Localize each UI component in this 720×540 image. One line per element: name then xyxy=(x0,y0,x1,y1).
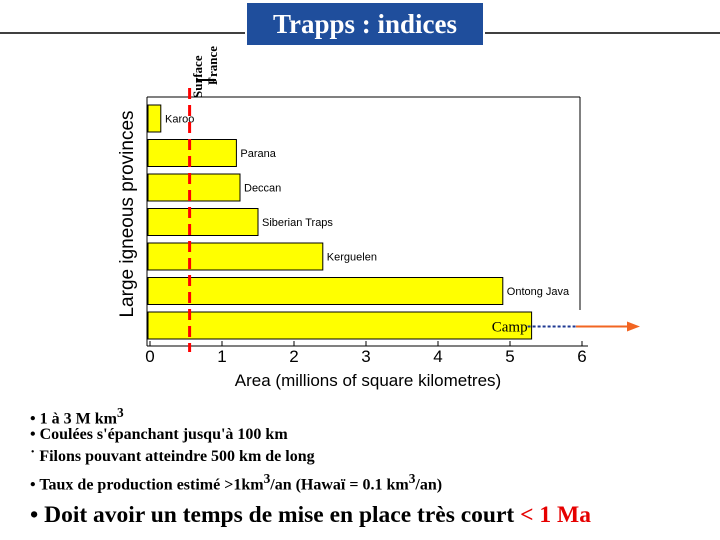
bar-label-karoo: Karoo xyxy=(165,114,194,126)
bullet-item: • Taux de production estimé >1km3/an (Ha… xyxy=(30,471,443,494)
x-tick-label: 2 xyxy=(289,347,298,366)
bullet-list: • 1 à 3 M km3 • Coulées s'épanchant jusq… xyxy=(30,402,710,494)
bar-kerguelen xyxy=(147,242,324,271)
bar-parana xyxy=(147,139,237,167)
x-tick-label: 4 xyxy=(433,347,442,366)
bullet-item: ˙ Filons pouvant atteindre 500 km de lon… xyxy=(30,448,315,465)
x-tick-label: 1 xyxy=(217,347,226,366)
reference-label-line1: Surface xyxy=(190,55,205,98)
bar-karoo xyxy=(147,104,162,133)
y-axis-label: Large igneous provinces xyxy=(117,110,138,317)
bar-ontong-java xyxy=(147,277,504,305)
x-tick-label: 6 xyxy=(577,347,586,366)
bar-label-ontong-java: Ontong Java xyxy=(507,286,570,298)
bar-label-parana: Parana xyxy=(240,148,276,160)
bar-camp xyxy=(147,311,533,340)
duration-highlight: < 1 Ma xyxy=(520,502,591,528)
bar-label-kerguelen: Kerguelen xyxy=(327,252,377,264)
bar-label-deccan: Deccan xyxy=(244,183,281,195)
x-tick-label: 3 xyxy=(361,347,370,366)
bullet-item: • Coulées s'épanchant jusqu'à 100 km xyxy=(30,426,288,443)
bar-label-siberian-traps: Siberian Traps xyxy=(262,217,333,229)
x-axis-label: Area (millions of square kilometres) xyxy=(235,371,501,390)
bullet-item: • 1 à 3 M km3 xyxy=(30,405,124,428)
bar-deccan xyxy=(147,173,241,202)
bar-label-camp: Camp xyxy=(492,320,528,336)
x-tick-label: 0 xyxy=(145,347,154,366)
conclusion-text: • Doit avoir un temps de mise en place t… xyxy=(30,502,591,528)
x-tick-label: 5 xyxy=(505,347,514,366)
slide-title: Trapps : indices xyxy=(247,3,483,45)
chart: Karoo Parana Deccan Siberian Traps Kerguelen… xyxy=(0,32,720,390)
reference-label-line2: France xyxy=(205,46,220,85)
bar-siberian-traps xyxy=(147,208,259,236)
camp-extension-arrow xyxy=(527,321,640,332)
